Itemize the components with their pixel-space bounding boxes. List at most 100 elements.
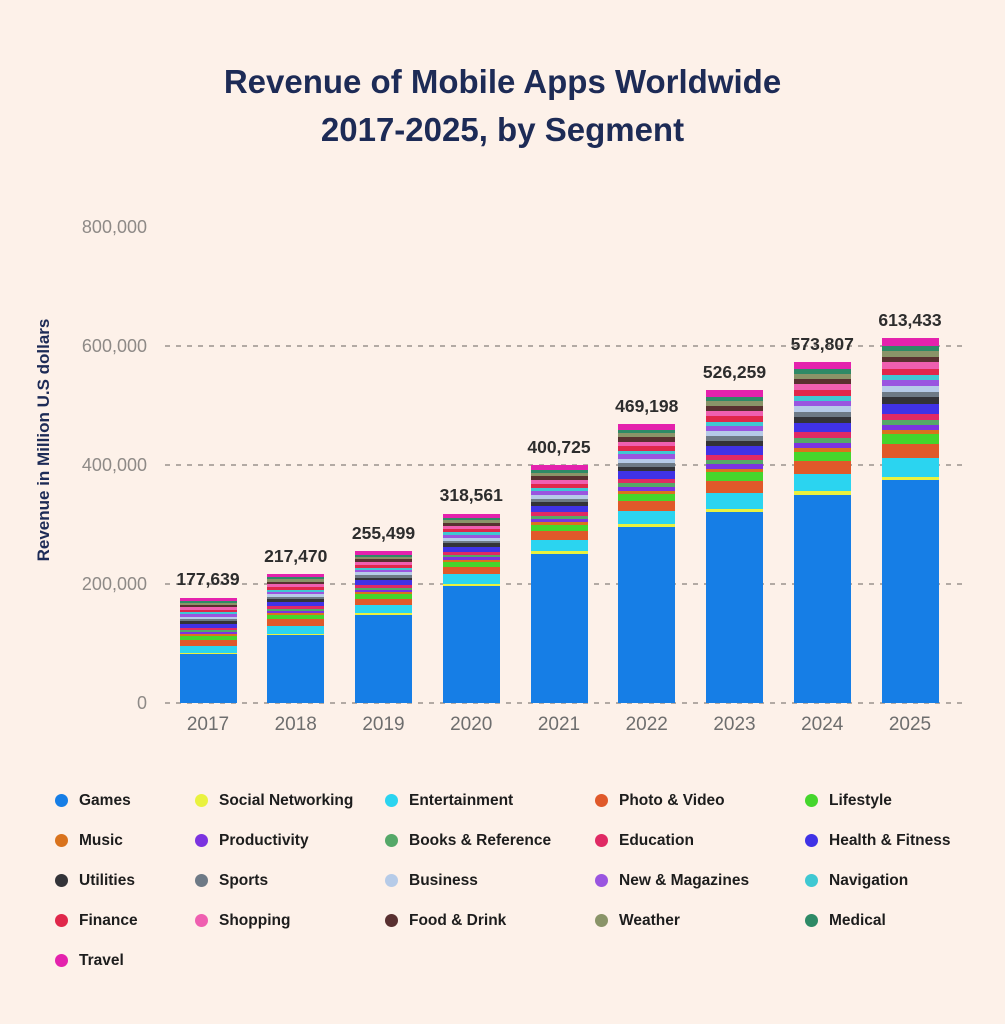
bar-segment-photo-video-2025 <box>881 444 939 459</box>
bar-segment-sports-2020 <box>442 540 500 544</box>
legend-item-utilities: Utilities <box>55 867 195 894</box>
legend-item-finance: Finance <box>55 907 195 934</box>
x-tick-label-2023: 2023 <box>713 714 756 735</box>
bar-segment-medical-2019 <box>355 554 412 557</box>
bar-segment-books-reference-2017 <box>179 630 237 633</box>
bar-segment-photo-video-2018 <box>267 619 325 626</box>
bar-segment-lifestyle-2020 <box>442 562 500 568</box>
legend-label-medical: Medical <box>829 911 886 929</box>
x-tick-label-2022: 2022 <box>625 714 668 735</box>
bar-segment-finance-2018 <box>267 586 325 590</box>
bar-segment-food-drink-2018 <box>267 581 325 585</box>
bar-segment-new-magazines-2017 <box>179 614 237 617</box>
bar-segment-travel-2019 <box>355 551 412 555</box>
plot-area: 800,000 600,000 400,000 200,000 0 177,639 2017… <box>82 217 965 735</box>
bar-segment-medical-2023 <box>706 396 763 402</box>
legend-item-social-networking: Social Networking <box>195 787 385 814</box>
total-label-2019: 255,499 <box>351 522 416 543</box>
legend-item-education: Education <box>595 827 805 854</box>
bar-segment-medical-2021 <box>530 469 588 473</box>
bar-segment-navigation-2022 <box>618 450 676 455</box>
bar-segment-navigation-2020 <box>442 532 500 535</box>
bar-segment-new-magazines-2024 <box>793 400 851 407</box>
bar-segment-food-drink-2022 <box>618 437 676 442</box>
bar-segment-food-drink-2020 <box>442 522 500 526</box>
bar-segment-social-networking-2020 <box>442 583 500 586</box>
bar-segment-navigation-2017 <box>179 612 237 615</box>
total-label-2022: 469,198 <box>615 395 679 416</box>
legend-item-music: Music <box>55 827 195 854</box>
bar-segment-business-2022 <box>618 458 676 464</box>
bar-segment-photo-video-2022 <box>618 500 676 512</box>
bar-segment-entertainment-2021 <box>530 539 588 552</box>
bar-segment-finance-2017 <box>179 609 237 613</box>
bar-segment-travel-2022 <box>618 423 676 430</box>
bar-segment-finance-2021 <box>530 483 588 488</box>
legend-label-new-magazines: New & Magazines <box>619 871 750 889</box>
bar-segment-photo-video-2020 <box>442 567 500 575</box>
bar-segment-entertainment-2024 <box>793 474 851 492</box>
bar-segment-weather-2024 <box>793 373 851 380</box>
bar-segment-photo-video-2017 <box>179 639 237 646</box>
bar-segment-new-magazines-2020 <box>442 534 500 538</box>
bar-segment-finance-2022 <box>618 446 676 451</box>
x-tick-label-2024: 2024 <box>801 714 844 735</box>
bar-segment-business-2020 <box>442 537 500 541</box>
bar-segment-food-drink-2019 <box>355 559 412 562</box>
bar-2021 <box>530 464 588 703</box>
bar-segment-productivity-2021 <box>530 519 588 523</box>
bar-segment-medical-2018 <box>267 577 325 580</box>
bar-segment-health-fitness-2017 <box>179 623 237 628</box>
bar-segment-music-2023 <box>706 468 763 473</box>
bar-segment-navigation-2021 <box>530 487 588 491</box>
bar-segment-shopping-2025 <box>881 362 939 369</box>
bar-2018 <box>267 573 325 703</box>
bar-segment-games-2020 <box>442 585 500 703</box>
bar-segment-music-2021 <box>530 522 588 525</box>
legend-label-lifestyle: Lifestyle <box>829 791 892 809</box>
y-tick-label-800,000: 800,000 <box>81 217 147 237</box>
bar-segment-finance-2025 <box>881 368 939 376</box>
legend-label-health-fitness: Health & Fitness <box>829 831 951 849</box>
bar-segment-social-networking-2022 <box>618 524 676 528</box>
bar-segment-medical-2022 <box>618 429 676 434</box>
bar-segment-navigation-2025 <box>881 375 939 381</box>
legend-dot-books-reference <box>385 834 398 847</box>
bar-segment-food-drink-2021 <box>530 476 588 480</box>
bar-segment-social-networking-2023 <box>706 508 763 513</box>
bar-segment-books-reference-2023 <box>706 460 763 465</box>
bar-segment-utilities-2024 <box>793 416 851 423</box>
bar-segment-education-2023 <box>706 454 763 461</box>
bar-segment-photo-video-2023 <box>706 480 763 494</box>
legend-item-books-reference: Books & Reference <box>385 827 595 854</box>
bar-segment-travel-2023 <box>706 390 763 397</box>
legend-label-social-networking: Social Networking <box>219 791 354 809</box>
legend-dot-entertainment <box>385 794 398 807</box>
bar-segment-finance-2023 <box>706 416 763 422</box>
bar-segment-weather-2019 <box>355 556 412 560</box>
y-tick-label-200,000: 200,000 <box>81 574 147 594</box>
legend-label-shopping: Shopping <box>219 911 291 929</box>
bar-segment-new-magazines-2019 <box>355 569 412 573</box>
bar-segment-sports-2019 <box>355 575 412 578</box>
bar-segment-entertainment-2022 <box>618 511 676 525</box>
bar-segment-productivity-2020 <box>442 557 500 560</box>
bar-segment-productivity-2022 <box>618 486 676 491</box>
bar-segment-productivity-2018 <box>267 611 325 614</box>
bar-segment-food-drink-2023 <box>706 405 763 411</box>
bar-segment-food-drink-2025 <box>881 356 939 363</box>
bar-segment-shopping-2017 <box>179 607 237 610</box>
bar-segment-lifestyle-2018 <box>267 615 325 620</box>
x-tick-label-2019: 2019 <box>362 714 405 735</box>
bar-2020 <box>442 513 500 703</box>
bar-segment-utilities-2017 <box>179 621 237 624</box>
legend-label-entertainment: Entertainment <box>409 791 514 809</box>
bar-segment-music-2025 <box>881 429 939 435</box>
bar-segment-sports-2017 <box>179 619 237 622</box>
total-label-2023: 526,259 <box>702 361 767 382</box>
legend-dot-food-drink <box>385 914 398 927</box>
bar-segment-games-2019 <box>355 614 412 703</box>
bar-segment-medical-2017 <box>179 600 237 603</box>
legend: Games Social Networking Entertainment Photo… <box>55 787 1000 974</box>
